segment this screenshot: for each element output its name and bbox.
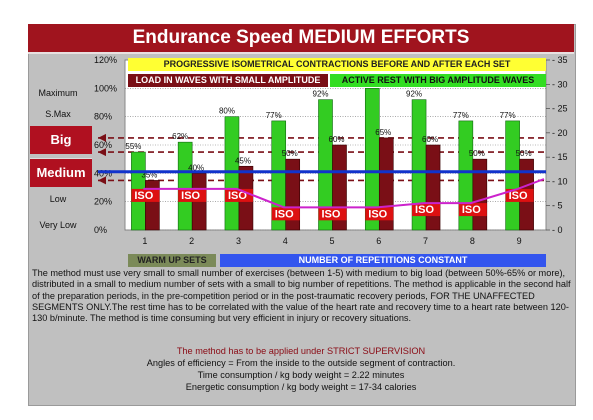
y2-tick-label: - 20 (552, 128, 568, 138)
energy-note: Energetic consumption / kg body weight =… (185, 382, 417, 392)
data-label-load: 50% (282, 149, 298, 158)
iso-box (271, 207, 300, 221)
iso-box (318, 207, 347, 221)
iso-label: ISO (181, 190, 200, 202)
y2-tick-label: - 35 (552, 55, 568, 65)
data-label-green: 92% (313, 90, 329, 99)
legend-isometric: PROGRESSIVE ISOMETRICAL CONTRACTIONS BEF… (128, 58, 546, 71)
y-tick-label: 80% (94, 112, 112, 122)
x-tick-label: 3 (236, 236, 241, 246)
y-tick-label: 20% (94, 197, 112, 207)
page-title: Endurance Speed MEDIUM EFFORTS (28, 24, 574, 54)
level-big: Big (30, 126, 92, 154)
method-description: The method must use very small to small … (32, 268, 571, 324)
x-tick-label: 2 (189, 236, 194, 246)
warmup-sets-bar: WARM UP SETS (128, 254, 216, 267)
angles-note: Angles of efficiency = From the inside t… (146, 358, 456, 368)
x-tick-label: 9 (517, 236, 522, 246)
data-label-load: 65% (375, 128, 391, 137)
y-tick-label: 120% (94, 55, 117, 65)
repetitions-constant-bar: NUMBER OF REPETITIONS CONSTANT (220, 254, 546, 267)
iso-trend-line (143, 178, 545, 209)
data-label-load: 60% (422, 135, 438, 144)
iso-label: ISO (275, 208, 294, 220)
iso-label: ISO (509, 190, 528, 202)
level-arrow (98, 148, 106, 157)
y-tick-label: 0% (94, 225, 107, 235)
data-label-load: 50% (516, 149, 532, 158)
y2-tick-label: - 15 (552, 152, 568, 162)
iso-box (505, 188, 534, 202)
data-label-load: 40% (188, 163, 204, 172)
bar-load (425, 144, 441, 231)
data-label-green: 80% (219, 107, 235, 116)
data-label-green: 62% (172, 132, 188, 141)
bar-active-rest (224, 116, 240, 231)
iso-label: ISO (462, 204, 481, 216)
y2-tick-label: - 30 (552, 79, 568, 89)
bar-active-rest (505, 120, 520, 231)
legend-load: LOAD IN WAVES WITH SMALL AMPLITUDE (128, 74, 328, 87)
bar-active-rest (177, 141, 193, 231)
level-low: Low (49, 194, 67, 204)
y2-tick-label: - 0 (552, 225, 563, 235)
level-arrow (98, 176, 106, 185)
time-note: Time consumption / kg body weight = 2.22… (197, 370, 405, 380)
data-label-load: 35% (141, 170, 157, 179)
data-label-green: 77% (266, 111, 282, 120)
data-label-green: 77% (453, 111, 469, 120)
x-tick-label: 4 (283, 236, 288, 246)
data-label-green: 55% (125, 142, 141, 151)
data-label-load: 45% (235, 156, 251, 165)
data-label-load: 50% (469, 149, 485, 158)
iso-label: ISO (368, 208, 387, 220)
iso-box (365, 207, 394, 221)
iso-box (412, 203, 441, 217)
level-maximum: Maximum (38, 88, 78, 98)
iso-label: ISO (134, 190, 153, 202)
y2-tick-label: - 10 (552, 176, 568, 186)
bar-load (145, 180, 160, 231)
level-medium: Medium (30, 158, 92, 187)
level-arrow (98, 133, 106, 142)
x-tick-label: 8 (470, 236, 475, 246)
y2-tick-label: - 5 (552, 201, 563, 211)
x-tick-label: 7 (423, 236, 428, 246)
data-label-load: 60% (329, 135, 345, 144)
y-tick-label: 100% (94, 83, 117, 93)
iso-label: ISO (415, 204, 434, 216)
y-tick-label: 40% (94, 168, 112, 178)
legend-rest: ACTIVE REST WITH BIG AMPLITUDE WAVES (330, 74, 546, 87)
level-very-low: Very Low (39, 220, 77, 230)
x-tick-label: 5 (330, 236, 335, 246)
x-tick-label: 1 (142, 236, 147, 246)
iso-box (458, 203, 487, 217)
data-label-green: 92% (406, 90, 422, 99)
x-tick-label: 6 (376, 236, 381, 246)
y-tick-label: 60% (94, 140, 112, 150)
level-smax: S.Max (45, 109, 71, 119)
supervision-note: The method has to be applied under STRIC… (176, 346, 426, 356)
bar-load (472, 158, 488, 231)
data-label-green: 77% (500, 111, 516, 120)
iso-box (178, 188, 207, 202)
iso-label: ISO (228, 190, 247, 202)
y2-tick-label: - 25 (552, 104, 568, 114)
iso-label: ISO (322, 208, 341, 220)
iso-box (131, 188, 160, 202)
